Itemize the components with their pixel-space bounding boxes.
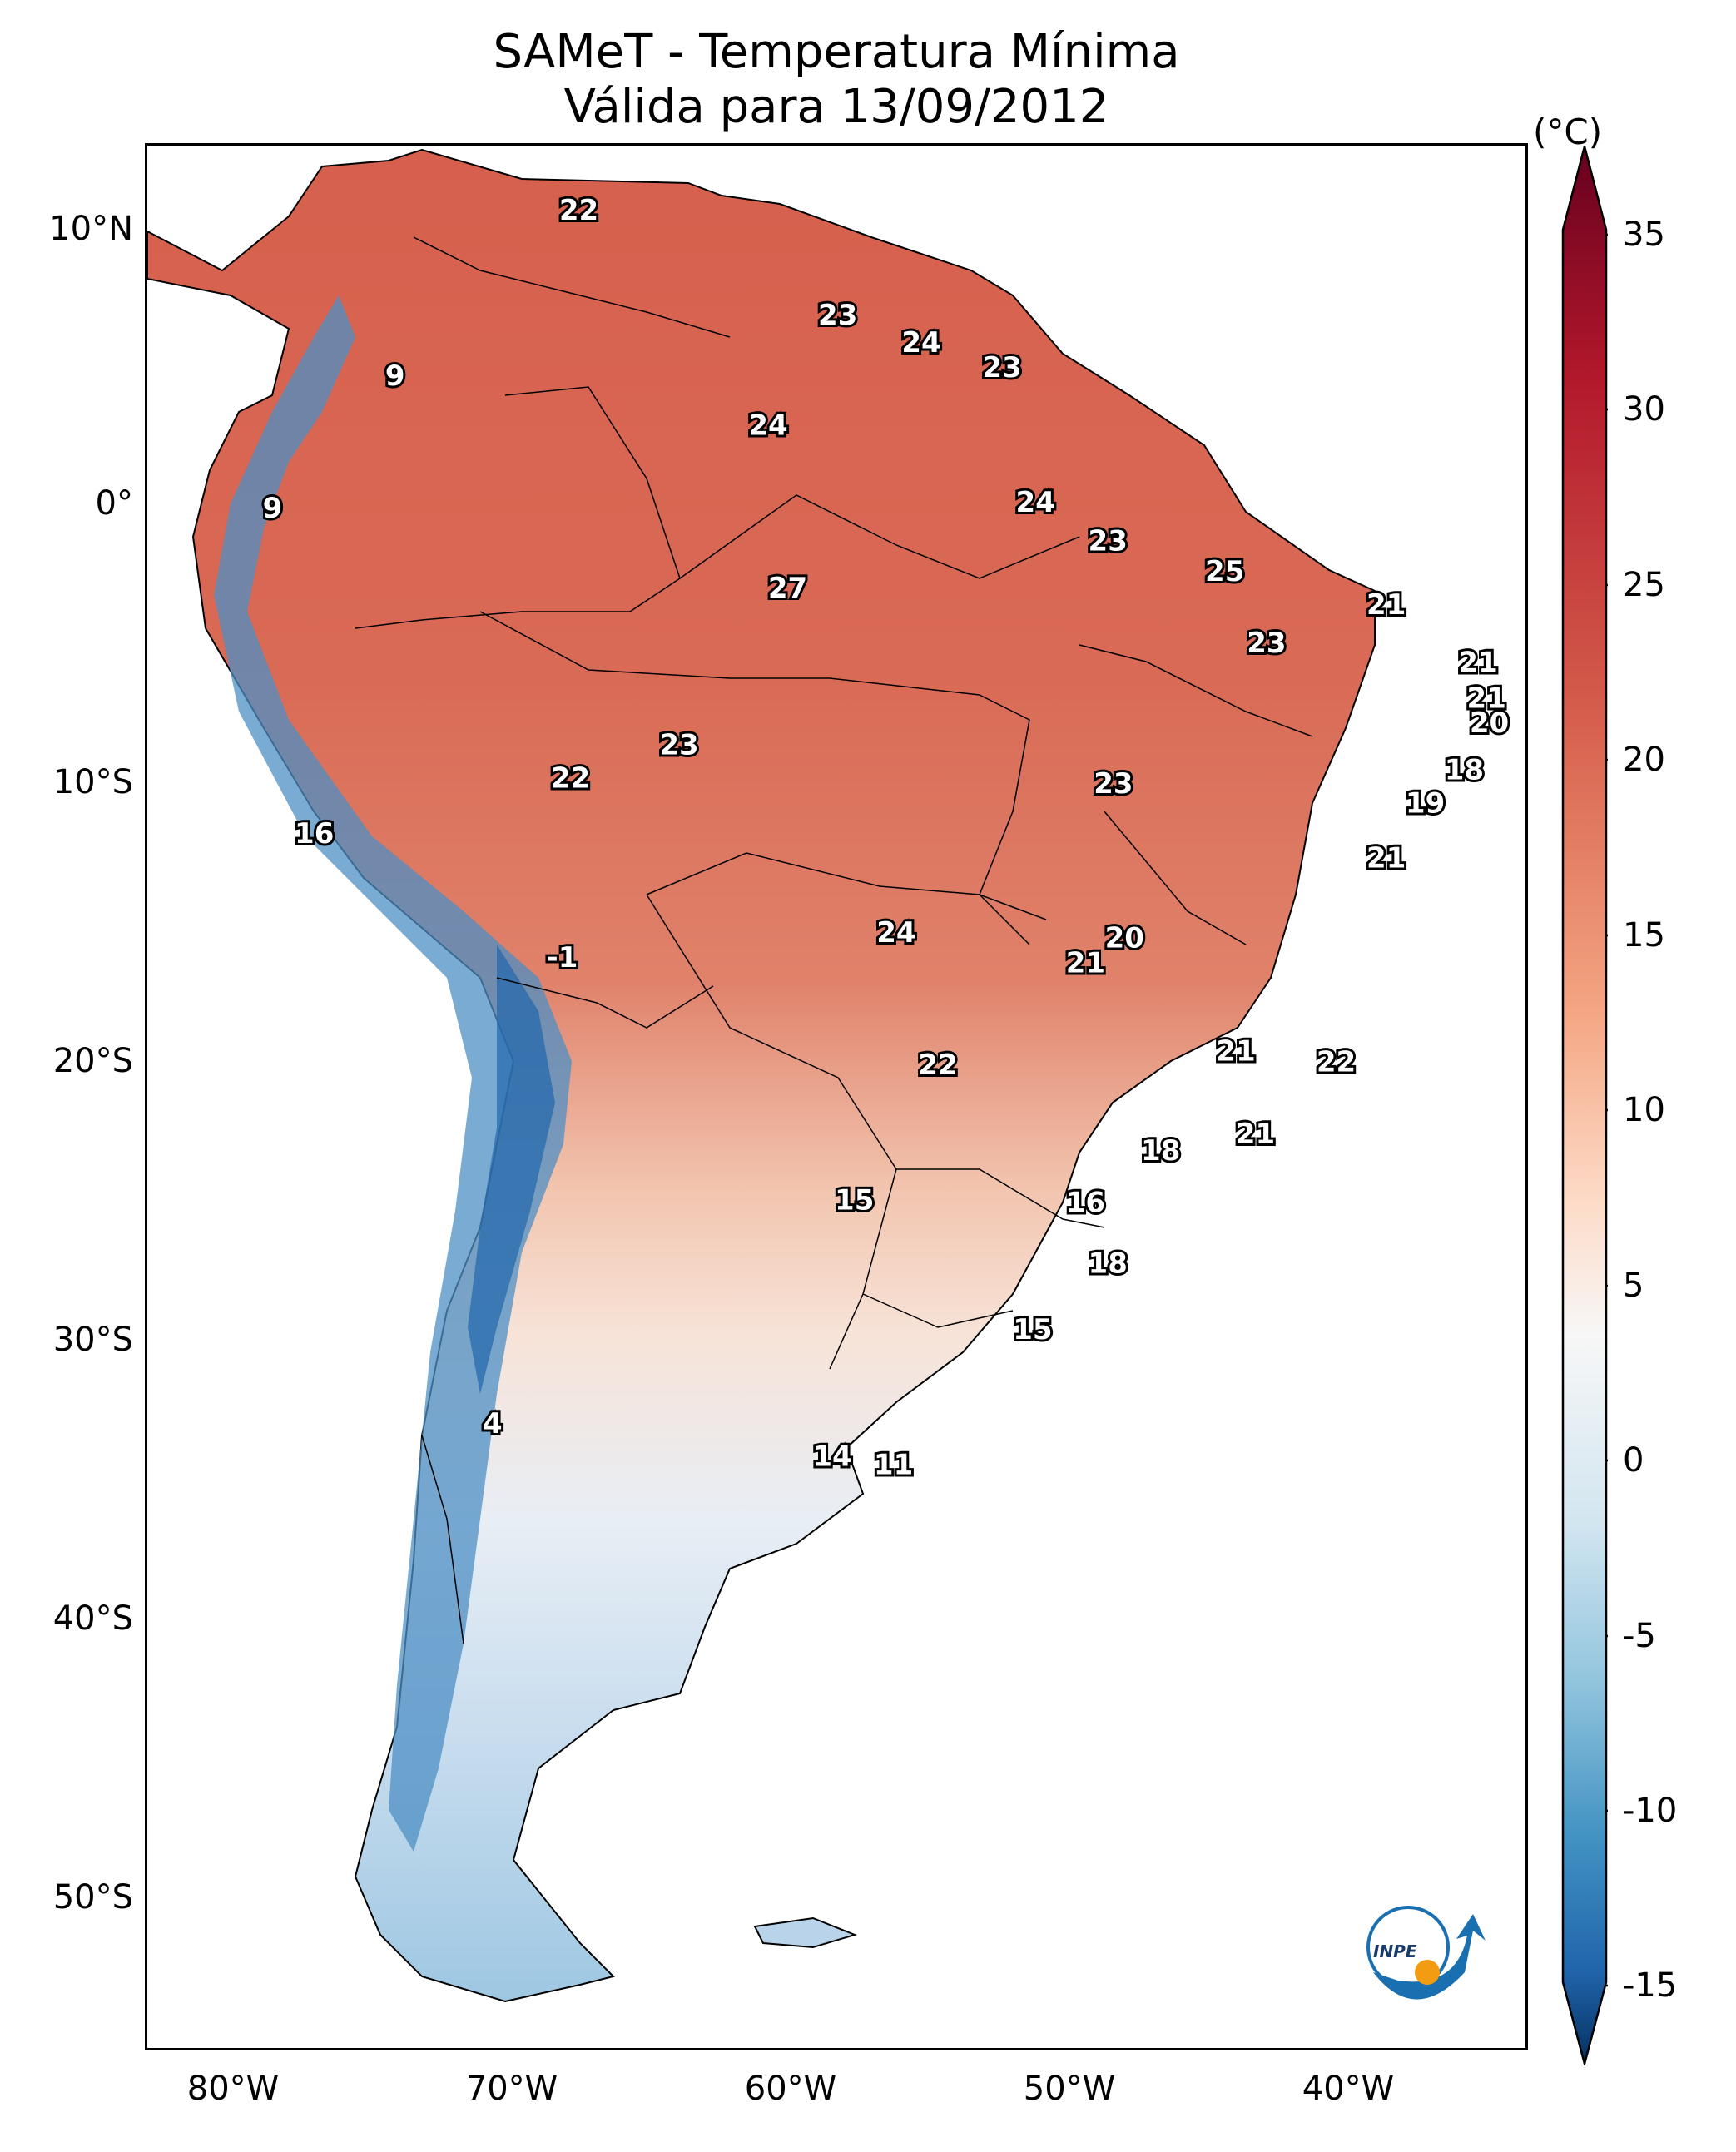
colorbar-tick-30: 30 <box>1623 390 1665 429</box>
temperature-label: 22 <box>551 762 590 796</box>
temperature-label: 24 <box>1016 486 1055 519</box>
lat-label-0: 0° <box>95 484 133 523</box>
temperature-label: 18 <box>1089 1247 1128 1281</box>
temperature-label: 21 <box>1366 842 1406 875</box>
lat-label-30s: 30°S <box>52 1321 133 1359</box>
colorbar-tick-10: 10 <box>1623 1091 1665 1129</box>
temperature-label: 20 <box>1105 922 1144 955</box>
svg-text:INPE: INPE <box>1373 1941 1417 1961</box>
temperature-label: 16 <box>1066 1187 1105 1220</box>
falkland-islands <box>753 1916 858 1949</box>
lon-label-50w: 50°W <box>1023 2070 1116 2108</box>
colorbar-unit: (°C) <box>1533 112 1603 152</box>
temperature-label: -1 <box>547 941 578 974</box>
temperature-label: 22 <box>559 194 598 227</box>
temperature-label: 9 <box>385 359 405 393</box>
colorbar-tick-35: 35 <box>1623 216 1665 254</box>
temperature-label: 24 <box>748 409 787 442</box>
lat-label-40s: 40°S <box>52 1599 133 1638</box>
map-frame: 22 9 9 23 24 23 24 24 27 23 25 21 23 21 21 20 18 19 23 22 23… <box>145 143 1528 2050</box>
temperature-label: 21 <box>1066 947 1105 980</box>
temperature-label: 15 <box>1013 1313 1052 1346</box>
temperature-label: 23 <box>1089 525 1128 558</box>
temperature-label: 23 <box>659 729 698 762</box>
lat-label-50s: 50°S <box>52 1878 133 1916</box>
temperature-label: 21 <box>1216 1035 1255 1069</box>
map-title: SAMeT - Temperatura Mínima <box>493 25 1180 79</box>
lon-label-80w: 80°W <box>186 2070 280 2108</box>
temperature-label: 23 <box>818 299 857 332</box>
temperature-label: 24 <box>901 326 940 359</box>
temperature-label: 18 <box>1445 754 1484 787</box>
colorbar-tick-5: 5 <box>1623 1267 1644 1305</box>
lat-label-10s: 10°S <box>52 763 133 801</box>
temperature-label: 23 <box>1247 627 1286 660</box>
map-subtitle: Válida para 13/09/2012 <box>563 80 1109 134</box>
lon-label-70w: 70°W <box>465 2070 558 2108</box>
temperature-label: 22 <box>918 1049 957 1082</box>
temperature-label: 9 <box>263 492 283 525</box>
temperature-label: 21 <box>1366 588 1406 622</box>
temperature-label: 14 <box>812 1440 851 1474</box>
temperature-label: 11 <box>874 1448 913 1481</box>
colorbar <box>1561 146 1608 2065</box>
temperature-label: 27 <box>768 572 807 605</box>
andes-cold-band <box>214 295 572 1852</box>
inpe-logo: INPE <box>1366 1906 1486 2000</box>
lon-label-60w: 60°W <box>744 2070 837 2108</box>
colorbar-tick-20: 20 <box>1623 741 1665 779</box>
lon-label-40w: 40°W <box>1302 2070 1395 2108</box>
temperature-label: 18 <box>1141 1134 1180 1168</box>
andes-deep-band <box>468 945 555 1394</box>
temperature-label: 23 <box>982 351 1021 384</box>
political-borders <box>355 236 1313 1644</box>
colorbar-tick-0: 0 <box>1623 1441 1644 1480</box>
temperature-label: 22 <box>1317 1046 1356 1079</box>
temperature-label: 19 <box>1406 786 1445 820</box>
temperature-label: 21 <box>1458 646 1497 679</box>
colorbar-tick-minus15: -15 <box>1623 1966 1678 2005</box>
temperature-label: 24 <box>876 916 915 950</box>
temperature-label: 21 <box>1236 1118 1275 1151</box>
colorbar-tick-minus5: -5 <box>1623 1617 1656 1655</box>
temperature-label: 21 <box>1467 682 1506 715</box>
lat-label-10n: 10°N <box>49 210 133 248</box>
temperature-label: 20 <box>1470 707 1509 740</box>
colorbar-tick-15: 15 <box>1623 916 1665 955</box>
temperature-label: 16 <box>295 817 334 850</box>
lat-label-20s: 20°S <box>52 1042 133 1080</box>
temperature-label: 25 <box>1205 555 1244 588</box>
colorbar-tick-minus10: -10 <box>1623 1792 1678 1830</box>
temperature-label: 4 <box>483 1407 503 1440</box>
temperature-label: 23 <box>1094 767 1133 801</box>
temperature-label: 15 <box>835 1183 874 1217</box>
colorbar-tick-25: 25 <box>1623 566 1665 604</box>
